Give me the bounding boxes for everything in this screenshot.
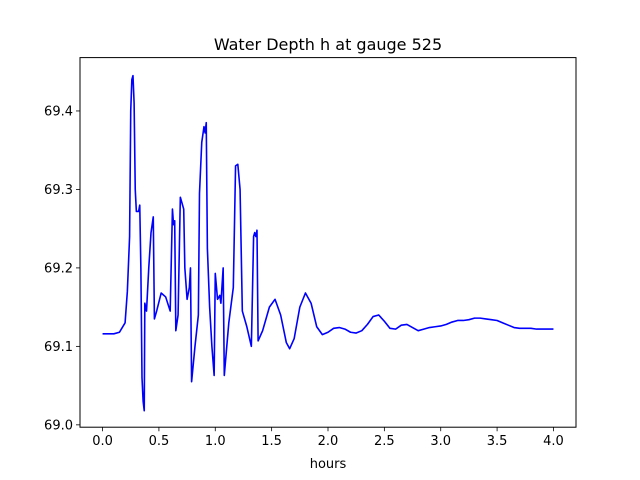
y-tick-label: 69.2 <box>44 261 73 276</box>
x-tick-label: 0.5 <box>149 434 170 449</box>
x-axis-ticks: 0.0 0.5 1.0 1.5 2.0 2.5 3.0 3.5 4.0 <box>92 427 564 449</box>
x-tick-label: 1.0 <box>205 434 226 449</box>
series-layer <box>102 74 554 412</box>
y-tick-label: 69.3 <box>44 183 73 198</box>
plot-area <box>79 57 577 428</box>
x-tick-label: 2.0 <box>318 434 339 449</box>
chart-title: Water Depth h at gauge 525 <box>214 35 442 54</box>
x-tick-label: 0.0 <box>92 434 113 449</box>
y-tick-label: 69.1 <box>44 340 73 355</box>
y-tick-label: 69.0 <box>44 418 73 433</box>
y-tick-label: 69.4 <box>44 104 73 119</box>
x-tick-label: 2.5 <box>374 434 395 449</box>
x-tick-label: 1.5 <box>261 434 282 449</box>
y-axis-ticks: 69.0 69.1 69.2 69.3 69.4 <box>44 104 80 433</box>
x-axis-label: hours <box>310 457 347 472</box>
series-line <box>102 74 554 412</box>
x-tick-label: 4.0 <box>543 434 564 449</box>
x-tick-label: 3.0 <box>430 434 451 449</box>
x-tick-label: 3.5 <box>487 434 508 449</box>
